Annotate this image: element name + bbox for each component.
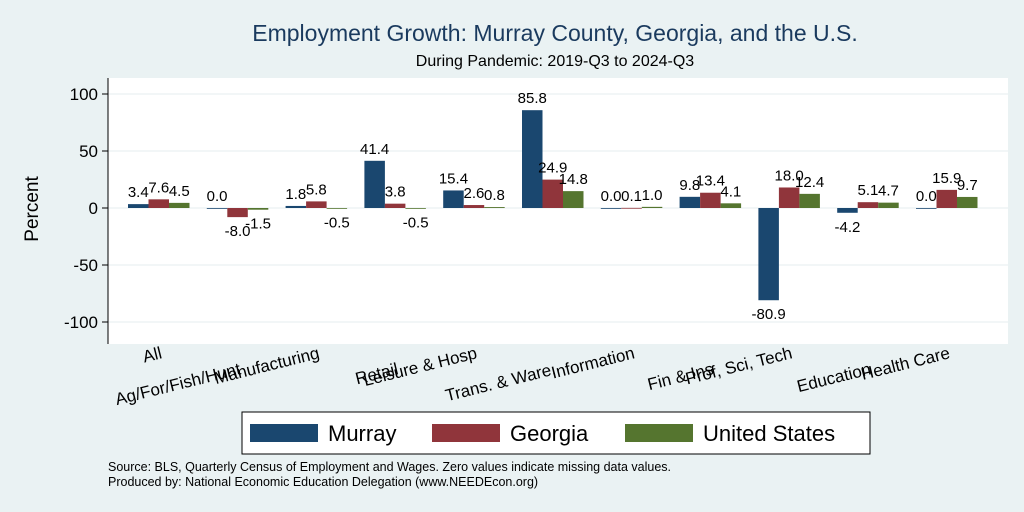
data-label: 14.8 [559,171,588,188]
bar-georgia [306,201,327,208]
bar-murray [679,196,701,208]
legend-box [241,411,871,455]
bar-united-states [169,202,190,208]
legend-label: Georgia [510,421,589,446]
data-label: 1.8 [285,186,306,203]
bar-murray [758,208,779,301]
data-label: 0.1 [621,188,642,205]
plot-area [108,78,1008,344]
chart-subtitle: During Pandemic: 2019-Q3 to 2024-Q3 [416,53,694,70]
source-note: Produced by: National Economic Education… [108,475,538,489]
chart-title: Employment Growth: Murray County, Georgi… [252,20,858,46]
bar-united-states [641,206,663,208]
bar-murray [128,204,149,208]
legend-swatch [625,424,693,442]
y-tick-label: 100 [70,85,98,104]
legend: Murray Georgia United States [241,411,871,455]
bar-united-states [484,207,505,208]
data-label: 85.8 [518,90,547,107]
data-label: 15.9 [932,170,961,187]
source-note: Source: BLS, Quarterly Census of Employm… [108,460,671,474]
y-tick-label: -50 [73,256,98,275]
bar-georgia [621,207,642,209]
x-category-label: Health Care [859,343,952,383]
y-tick-label: 50 [79,142,98,161]
bar-murray [600,208,622,209]
bar-georgia [700,192,721,208]
bar-georgia [778,187,800,208]
bar-united-states [326,208,348,209]
bar-georgia [384,203,406,208]
y-tick-label: 0 [89,199,98,218]
data-label: 4.5 [169,183,190,200]
data-label: 4.7 [878,183,899,200]
bar-georgia [463,205,485,208]
bar-united-states [247,208,269,210]
data-label: 13.4 [696,173,725,190]
legend-label: United States [703,421,835,446]
bar-murray [837,208,858,213]
bar-georgia [936,189,957,208]
data-label: 15.4 [439,170,468,187]
bar-united-states [878,202,899,208]
bar-murray [522,110,543,208]
bar-murray [364,160,385,208]
data-label: -8.0 [225,223,251,240]
x-category-label: All [141,343,164,366]
bar-murray [916,208,937,209]
legend-swatch [250,424,318,442]
data-label: -80.9 [752,306,786,323]
data-label: 0.8 [484,187,505,204]
data-label: 3.8 [385,184,406,201]
data-label: 5.8 [306,181,327,198]
data-labels: 3.4 7.6 4.5 0.0 -8.0-1.5 1.8 5.8 -0.5 41.4 3.8 -0.… [128,90,978,323]
bars [128,110,978,301]
bar-georgia [857,202,879,208]
data-label: 5.1 [858,182,879,199]
data-label: 2.6 [464,185,485,202]
bar-murray [206,208,228,209]
y-axis-label: Percent [22,176,43,242]
data-label: 9.8 [679,177,700,194]
bar-united-states [957,196,978,208]
x-category-label: Prof, Sci, Tech [683,343,794,388]
bar-united-states [799,193,820,208]
data-label: 1.0 [642,187,663,204]
data-label: 4.1 [720,183,741,200]
data-label: 0.0 [601,188,622,205]
bar-murray [443,190,464,208]
data-label: 12.4 [795,174,824,191]
x-category-label: Manufacturing [212,343,321,387]
bar-murray [285,205,307,208]
data-label: 18.0 [775,167,804,184]
data-label: 3.4 [128,184,149,201]
bar-georgia [148,199,169,208]
data-label: 0.0 [916,188,937,205]
source-notes: Source: BLS, Quarterly Census of Employm… [108,460,671,489]
legend-swatch [432,424,500,442]
bar-united-states [563,191,584,208]
data-label: 41.4 [360,141,389,158]
bar-united-states [405,208,426,209]
data-label: -0.5 [324,215,350,232]
data-label: 7.6 [148,179,169,196]
data-label: -0.5 [403,215,429,232]
bar-united-states [720,203,742,208]
y-tick-label: -100 [64,313,98,332]
x-category-label: Information [549,343,636,382]
legend-label: Murray [328,421,396,446]
data-label: -4.2 [835,219,861,236]
y-axis: 100 50 0 -50 -100 [64,78,109,344]
bar-georgia [542,179,563,208]
data-label: 9.7 [957,177,978,194]
bar-georgia [227,208,248,218]
data-label: -1.5 [245,216,271,233]
data-label: 24.9 [538,160,567,177]
data-label: 0.0 [207,188,228,205]
